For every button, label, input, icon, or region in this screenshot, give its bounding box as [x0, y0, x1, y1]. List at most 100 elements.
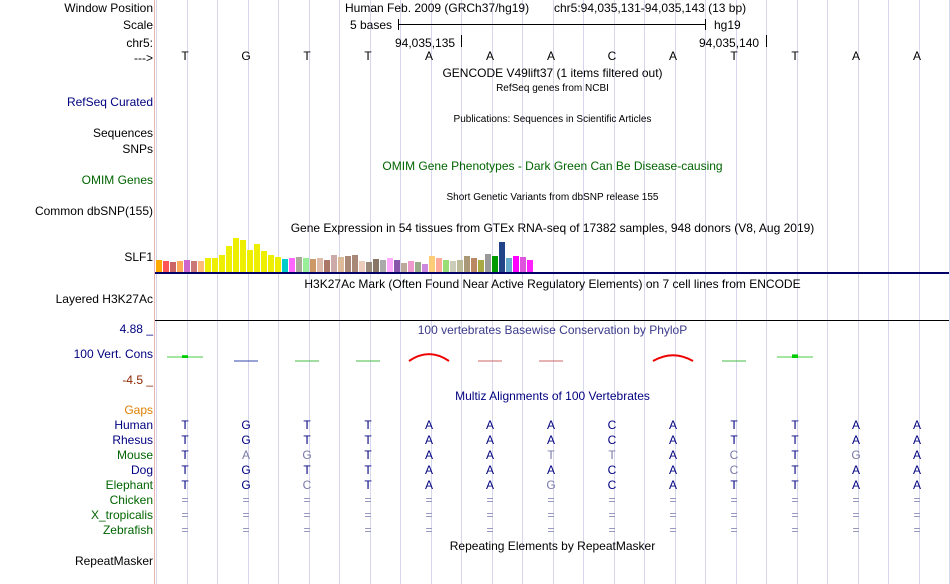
gtex-tissue-bar[interactable] — [226, 246, 232, 272]
aligned-base: A — [851, 463, 860, 477]
gtex-tissue-bar[interactable] — [345, 256, 351, 272]
gtex-tissue-bar[interactable] — [261, 251, 267, 272]
gtex-tissue-bar[interactable] — [233, 238, 239, 272]
gtex-tissue-bar[interactable] — [170, 262, 176, 272]
species-label[interactable]: Zebrafish — [102, 523, 153, 537]
species-label[interactable]: Chicken — [109, 493, 153, 507]
gtex-tissue-bar[interactable] — [485, 254, 491, 272]
gtex-tissue-bar[interactable] — [380, 260, 386, 272]
gtex-tissue-bar[interactable] — [520, 257, 526, 272]
gtex-tissue-bar[interactable] — [163, 261, 169, 272]
gtex-track-title[interactable]: Gene Expression in 54 tissues from GTEx … — [290, 221, 815, 235]
gtex-tissue-bar[interactable] — [359, 261, 365, 272]
gtex-tissue-bar[interactable] — [324, 260, 330, 272]
gtex-tissue-bar[interactable] — [352, 255, 358, 272]
gtex-tissue-bar[interactable] — [289, 258, 295, 272]
gtex-tissue-bar[interactable] — [499, 242, 505, 272]
gtex-tissue-bar[interactable] — [212, 258, 218, 272]
gencode-track-title[interactable]: GENCODE V49lift37 (1 items filtered out) — [442, 66, 663, 80]
gtex-tissue-bar[interactable] — [366, 262, 372, 272]
scale-bar — [398, 24, 705, 25]
gtex-tissue-bar[interactable] — [429, 256, 435, 272]
aligned-base: A — [668, 418, 677, 432]
gtex-tissue-bar[interactable] — [303, 258, 309, 272]
species-label[interactable]: Mouse — [116, 448, 153, 462]
multiz-gaps-label[interactable]: Gaps — [124, 403, 153, 417]
refseq-track-label[interactable]: RefSeq Curated — [66, 95, 153, 109]
repeatmasker-track-label[interactable]: RepeatMasker — [74, 554, 153, 568]
species-label[interactable]: Elephant — [105, 478, 153, 492]
gtex-tissue-bar[interactable] — [387, 258, 393, 272]
repeatmasker-track-title[interactable]: Repeating Elements by RepeatMasker — [449, 539, 656, 553]
gtex-tissue-bar[interactable] — [219, 255, 225, 272]
publications-sequences-label[interactable]: Sequences — [92, 126, 153, 140]
gtex-tissue-bar[interactable] — [394, 260, 400, 272]
gtex-tissue-bar[interactable] — [450, 261, 456, 272]
species-label[interactable]: Dog — [130, 463, 153, 477]
species-label[interactable]: Rhesus — [112, 433, 153, 447]
gtex-tissue-bar[interactable] — [331, 255, 337, 272]
species-label[interactable]: Human — [114, 418, 153, 432]
gtex-tissue-bar[interactable] — [527, 260, 533, 272]
gtex-tissue-bar[interactable] — [310, 259, 316, 272]
phylop-track-title[interactable]: 100 vertebrates Basewise Conservation by… — [417, 323, 688, 337]
h3k27ac-track-label[interactable]: Layered H3K27Ac — [55, 292, 153, 306]
gtex-tissue-bar[interactable] — [513, 256, 519, 272]
gtex-tissue-bar[interactable] — [373, 259, 379, 272]
aligned-base: = — [547, 493, 555, 507]
omim-track-label[interactable]: OMIM Genes — [81, 173, 153, 187]
base-letter: A — [424, 49, 433, 63]
omim-track-title[interactable]: OMIM Gene Phenotypes - Dark Green Can Be… — [382, 159, 723, 173]
multiz-track-title[interactable]: Multiz Alignments of 100 Vertebrates — [455, 389, 650, 403]
gtex-tissue-bar[interactable] — [408, 261, 414, 272]
gtex-tissue-bar[interactable] — [338, 257, 344, 272]
species-alignment-row: = = = = = = = = = = = = = — [156, 508, 949, 522]
gtex-tissue-bar[interactable] — [198, 261, 204, 272]
h3k27ac-track-title[interactable]: H3K27Ac Mark (Often Found Near Active Re… — [304, 277, 801, 291]
aligned-base: T — [181, 463, 189, 477]
aligned-base: = — [608, 493, 616, 507]
gtex-tissue-bar[interactable] — [191, 261, 197, 272]
aligned-base: = — [181, 493, 189, 507]
gtex-tissue-bar[interactable] — [457, 260, 463, 272]
dbsnp-track-label[interactable]: Common dbSNP(155) — [34, 204, 153, 218]
phylop-track-label[interactable]: 100 Vert. Cons — [73, 347, 153, 361]
gtex-tissue-bar[interactable] — [275, 257, 281, 272]
gtex-tissue-bar[interactable] — [506, 258, 512, 272]
gtex-tissue-bar[interactable] — [478, 260, 484, 272]
gtex-tissue-bar[interactable] — [156, 260, 162, 272]
gtex-tissue-bar[interactable] — [205, 258, 211, 272]
gtex-tissue-bar[interactable] — [422, 264, 428, 272]
strand-label[interactable]: ---> — [134, 51, 153, 65]
gtex-tissue-bar[interactable] — [492, 256, 498, 272]
gtex-tissue-bar[interactable] — [317, 258, 323, 272]
gtex-tissue-bar[interactable] — [240, 240, 246, 272]
publications-track-title[interactable]: Publications: Sequences in Scientific Ar… — [453, 114, 652, 125]
gtex-tissue-bar[interactable] — [401, 263, 407, 272]
gtex-tissue-bar[interactable] — [268, 255, 274, 272]
gtex-tissue-bar[interactable] — [177, 261, 183, 272]
gtex-tissue-bar[interactable] — [443, 260, 449, 272]
gtex-tissue-bar[interactable] — [184, 260, 190, 272]
aligned-base: A — [912, 433, 921, 447]
gtex-gene-label[interactable]: SLF1 — [124, 250, 153, 264]
window-position-text[interactable]: chr5:94,035,131-94,035,143 (13 bp) — [554, 1, 747, 15]
species-label[interactable]: X_tropicalis — [90, 508, 153, 522]
gtex-tissue-bar[interactable] — [471, 258, 477, 272]
base-letter: A — [668, 49, 677, 63]
gtex-tissue-bar[interactable] — [436, 258, 442, 272]
gtex-tissue-bar[interactable] — [464, 256, 470, 272]
publications-snps-label[interactable]: SNPs — [122, 142, 153, 156]
gtex-tissue-bars[interactable] — [156, 232, 556, 272]
aligned-base: A — [668, 478, 677, 492]
phylop-plot[interactable] — [156, 340, 949, 380]
dbsnp-track-title[interactable]: Short Genetic Variants from dbSNP releas… — [446, 192, 659, 203]
gtex-tissue-bar[interactable] — [254, 244, 260, 272]
aligned-base: = — [425, 493, 433, 507]
gtex-tissue-bar[interactable] — [247, 250, 253, 272]
refseq-track-title[interactable]: RefSeq genes from NCBI — [496, 83, 609, 94]
aligned-base: = — [730, 493, 738, 507]
gtex-tissue-bar[interactable] — [296, 257, 302, 272]
gtex-tissue-bar[interactable] — [282, 259, 288, 272]
gtex-tissue-bar[interactable] — [415, 262, 421, 272]
